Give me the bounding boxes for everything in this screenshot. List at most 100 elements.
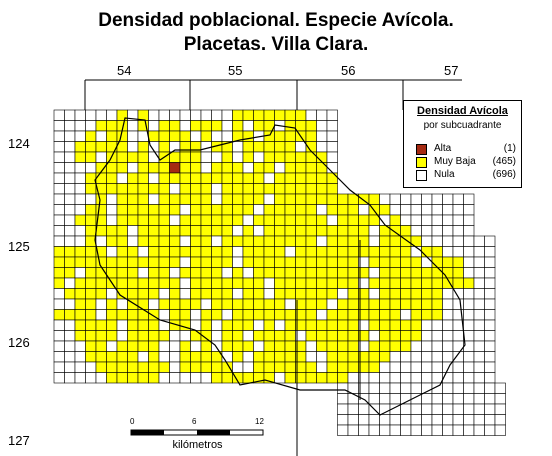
cell-nula: [74, 235, 86, 247]
cell-nula: [253, 340, 265, 352]
cell-nula: [53, 235, 65, 247]
cell-muy-baja: [85, 141, 97, 153]
cell-muy-baja: [242, 130, 254, 142]
cell-muy-baja: [316, 267, 328, 279]
cell-nula: [85, 193, 97, 205]
cell-muy-baja: [242, 309, 254, 321]
cell-nula: [452, 414, 464, 426]
cell-nula: [463, 319, 475, 331]
cell-muy-baja: [200, 361, 212, 373]
cell-muy-baja: [242, 256, 254, 268]
cell-muy-baja: [211, 267, 223, 279]
cell-muy-baja: [200, 130, 212, 142]
cell-nula: [64, 162, 76, 174]
cell-nula: [232, 151, 244, 163]
cell-muy-baja: [326, 372, 338, 384]
cell-muy-baja: [274, 298, 286, 310]
cell-nula: [410, 214, 422, 226]
cell-nula: [431, 372, 443, 384]
cell-nula: [326, 130, 338, 142]
cell-muy-baja: [421, 267, 433, 279]
cell-nula: [148, 172, 160, 184]
cell-muy-baja: [190, 214, 202, 226]
cell-muy-baja: [137, 193, 149, 205]
cell-muy-baja: [410, 256, 422, 268]
cell-muy-baja: [85, 183, 97, 195]
cell-muy-baja: [305, 193, 317, 205]
cell-muy-baja: [200, 214, 212, 226]
cell-nula: [473, 267, 485, 279]
cell-muy-baja: [190, 162, 202, 174]
cell-muy-baja: [200, 267, 212, 279]
cell-muy-baja: [295, 120, 307, 132]
cell-muy-baja: [400, 277, 412, 289]
cell-nula: [158, 109, 170, 121]
cell-nula: [64, 277, 76, 289]
cell-muy-baja: [127, 372, 139, 384]
cell-nula: [452, 246, 464, 258]
cell-muy-baja: [253, 351, 265, 363]
cell-nula: [421, 424, 433, 436]
cell-muy-baja: [242, 246, 254, 258]
cell-muy-baja: [221, 288, 233, 300]
cell-muy-baja: [221, 172, 233, 184]
cell-nula: [106, 109, 118, 121]
cell-nula: [316, 120, 328, 132]
cell-muy-baja: [127, 277, 139, 289]
cell-muy-baja: [316, 330, 328, 342]
cell-nula: [484, 393, 496, 405]
cell-muy-baja: [253, 141, 265, 153]
cell-nula: [106, 193, 118, 205]
cell-muy-baja: [400, 319, 412, 331]
cell-nula: [494, 393, 506, 405]
cell-nula: [400, 193, 412, 205]
cell-muy-baja: [284, 109, 296, 121]
cell-muy-baja: [95, 141, 107, 153]
cell-nula: [127, 162, 139, 174]
cell-muy-baja: [337, 204, 349, 216]
cell-muy-baja: [95, 225, 107, 237]
cell-nula: [442, 382, 454, 394]
cell-muy-baja: [326, 361, 338, 373]
cell-nula: [494, 424, 506, 436]
cell-nula: [64, 183, 76, 195]
cell-muy-baja: [326, 246, 338, 258]
cell-muy-baja: [263, 319, 275, 331]
cell-nula: [379, 193, 391, 205]
cell-nula: [158, 340, 170, 352]
cell-nula: [463, 309, 475, 321]
cell-nula: [263, 288, 275, 300]
cell-nula: [463, 288, 475, 300]
cell-nula: [116, 330, 128, 342]
cell-muy-baja: [263, 204, 275, 216]
cell-muy-baja: [274, 109, 286, 121]
cell-muy-baja: [148, 183, 160, 195]
cell-muy-baja: [305, 361, 317, 373]
cell-nula: [337, 382, 349, 394]
cell-muy-baja: [190, 120, 202, 132]
cell-nula: [274, 372, 286, 384]
cell-nula: [211, 151, 223, 163]
cell-muy-baja: [368, 351, 380, 363]
cell-nula: [442, 309, 454, 321]
cell-nula: [410, 361, 422, 373]
cell-muy-baja: [158, 120, 170, 132]
cell-nula: [389, 193, 401, 205]
cell-nula: [484, 372, 496, 384]
cell-nula: [116, 319, 128, 331]
cell-muy-baja: [431, 246, 443, 258]
cell-nula: [200, 298, 212, 310]
cell-muy-baja: [400, 288, 412, 300]
cell-muy-baja: [179, 214, 191, 226]
cell-muy-baja: [242, 298, 254, 310]
cell-muy-baja: [368, 246, 380, 258]
cell-nula: [389, 393, 401, 405]
cell-muy-baja: [379, 340, 391, 352]
cell-muy-baja: [148, 361, 160, 373]
cell-muy-baja: [305, 225, 317, 237]
cell-muy-baja: [253, 267, 265, 279]
cell-muy-baja: [305, 277, 317, 289]
cell-muy-baja: [74, 214, 86, 226]
cell-nula: [473, 414, 485, 426]
cell-nula: [53, 340, 65, 352]
